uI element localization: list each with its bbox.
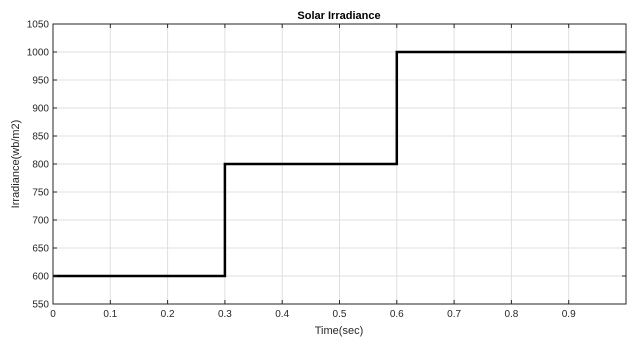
- x-tick-label: 0.3: [218, 309, 232, 320]
- series-layer: [53, 50, 626, 278]
- x-tick-label: 0.7: [447, 309, 461, 320]
- y-tick-label: 1000: [27, 48, 50, 59]
- y-tick-label: 550: [32, 300, 49, 311]
- x-axis-label: Time(sec): [315, 325, 363, 337]
- x-tick-label: 0: [50, 309, 56, 320]
- x-tick-label: 0.5: [333, 309, 347, 320]
- y-tick-label: 850: [32, 132, 49, 143]
- y-tick-label: 650: [32, 244, 49, 255]
- y-tick-label: 800: [32, 160, 49, 171]
- x-tick-label: 0.9: [562, 309, 576, 320]
- x-tick-label: 0.2: [161, 309, 175, 320]
- y-tick-label: 950: [32, 76, 49, 87]
- x-tick-label: 0.6: [390, 309, 404, 320]
- y-tick-label: 600: [32, 272, 49, 283]
- y-tick-label: 700: [32, 216, 49, 227]
- y-tick-label: 1050: [27, 20, 50, 31]
- x-tick-label: 0.1: [103, 309, 117, 320]
- y-tick-label: 900: [32, 104, 49, 115]
- y-axis-ticks: 550 600 650 700 750 800 850 900 950 1000 1050: [27, 20, 626, 311]
- y-tick-label: 750: [32, 188, 49, 199]
- y-axis-label: Irradiance(wb/m2): [10, 120, 22, 209]
- chart-title: Solar Irradiance: [297, 10, 380, 22]
- x-axis-ticks: 0 0.1 0.2 0.3 0.4 0.5 0.6 0.7 0.8 0.9: [50, 24, 576, 320]
- irradiance-series-line: [53, 50, 626, 278]
- x-tick-label: 0.4: [275, 309, 289, 320]
- x-tick-label: 0.8: [504, 309, 518, 320]
